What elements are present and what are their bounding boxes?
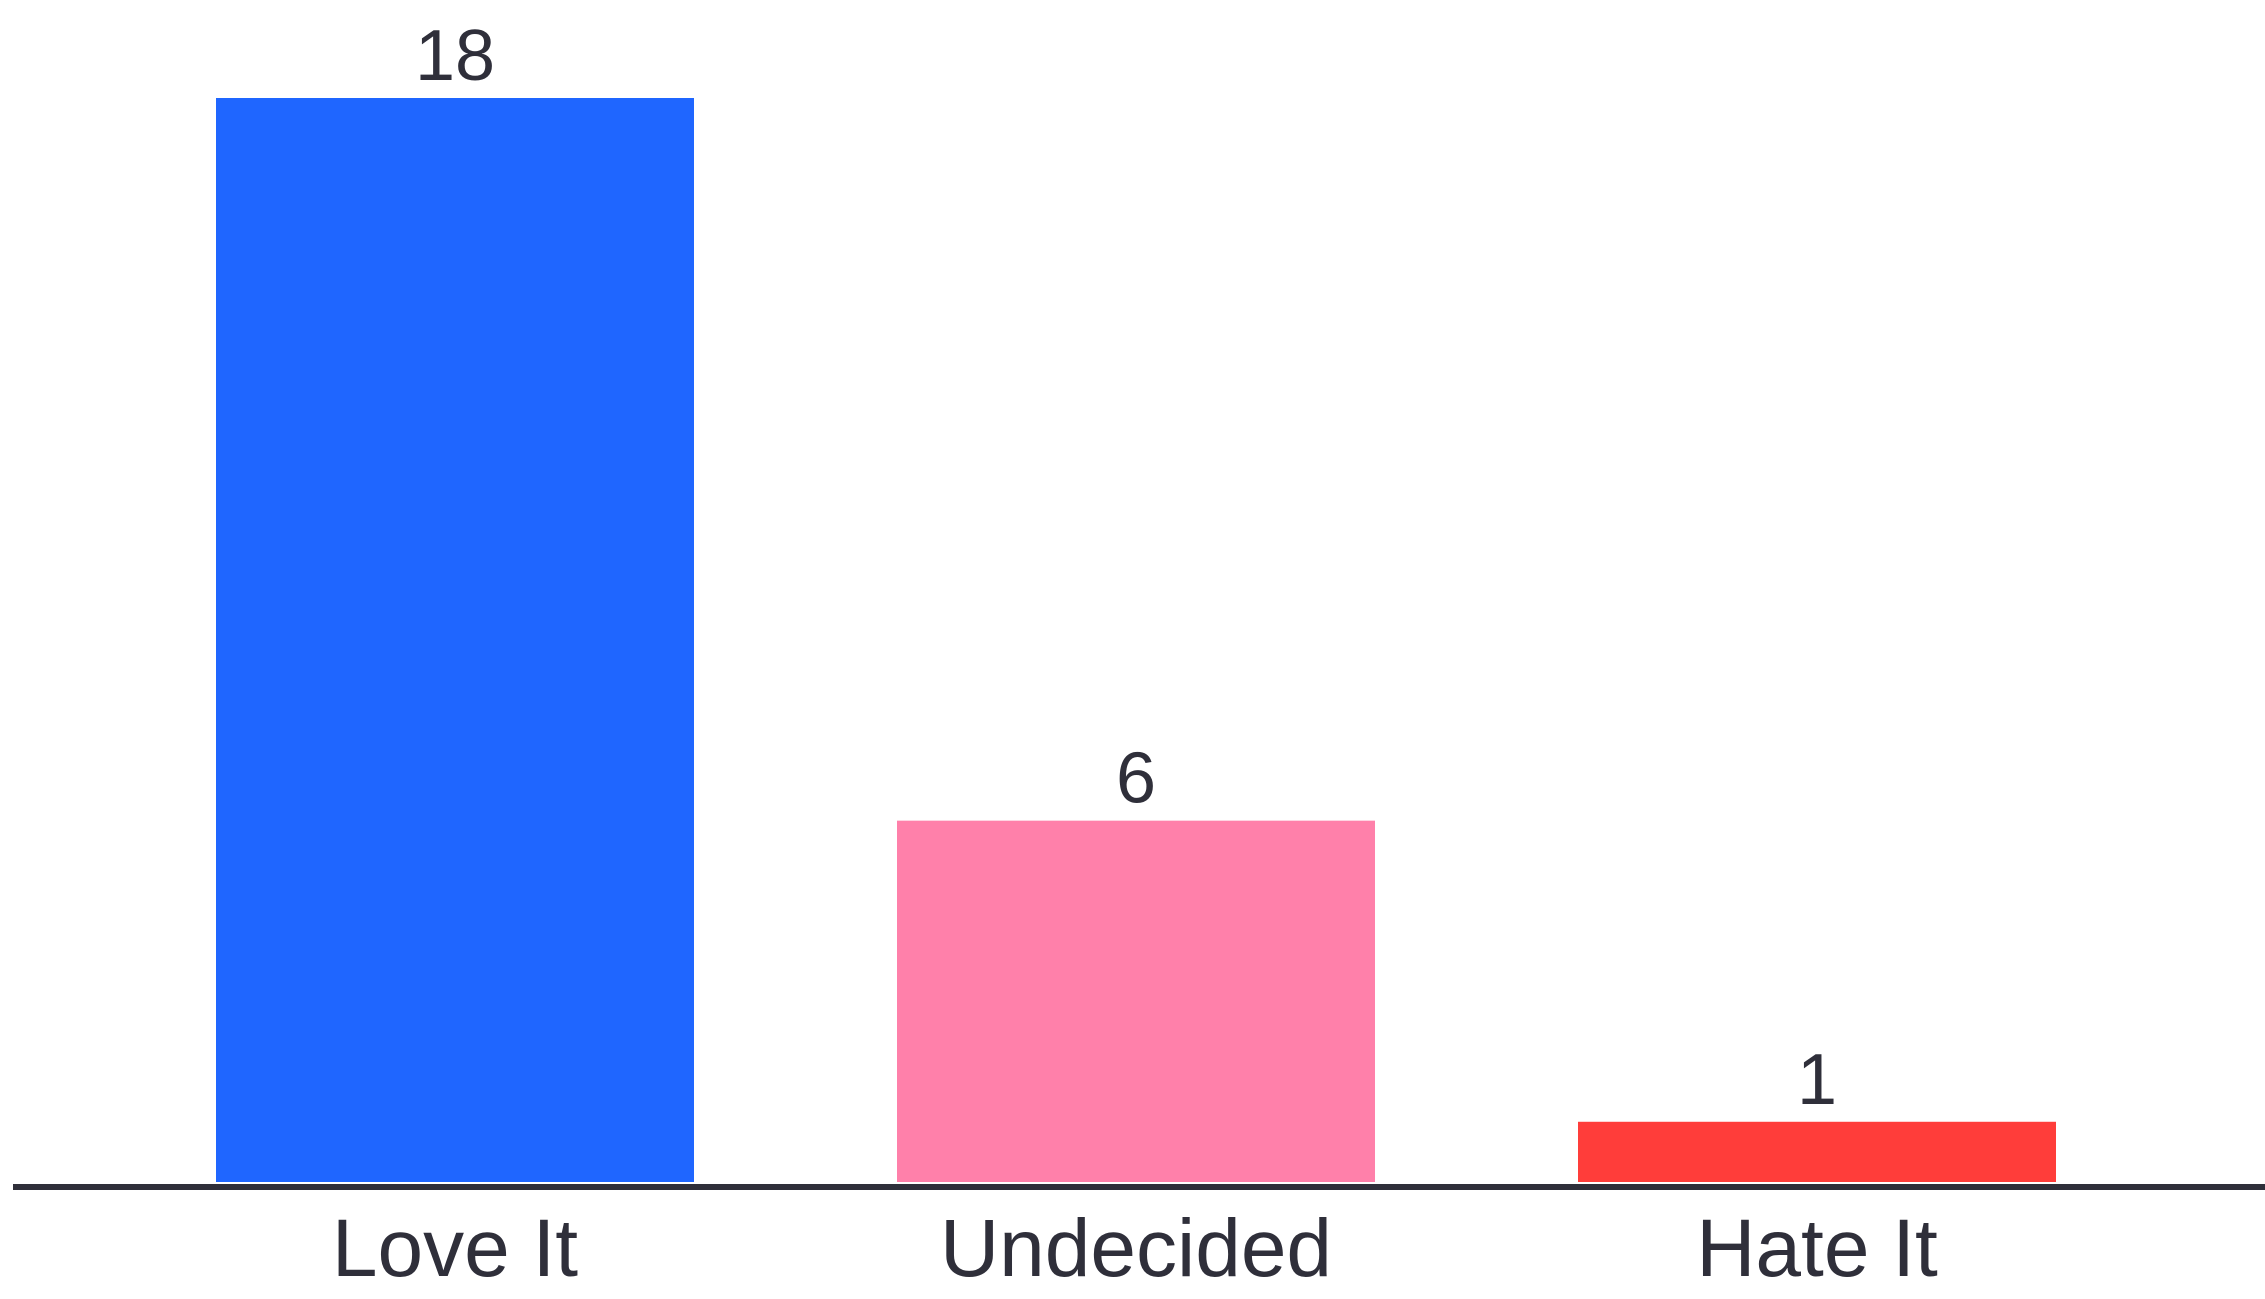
bar-undecided bbox=[897, 820, 1375, 1182]
data-label-undecided: 6 bbox=[1116, 739, 1156, 819]
category-labels-layer: Love It Undecided Hate It bbox=[332, 1203, 1938, 1294]
bar-love-it bbox=[216, 98, 694, 1182]
data-label-love-it: 18 bbox=[415, 16, 495, 96]
x-tick-label-undecided: Undecided bbox=[940, 1203, 1332, 1294]
bar-hate-it bbox=[1578, 1121, 2056, 1182]
x-tick-label-hate-it: Hate It bbox=[1696, 1203, 1938, 1294]
bars-layer bbox=[216, 98, 2056, 1182]
data-label-hate-it: 1 bbox=[1797, 1040, 1837, 1120]
x-tick-label-love-it: Love It bbox=[332, 1203, 578, 1294]
